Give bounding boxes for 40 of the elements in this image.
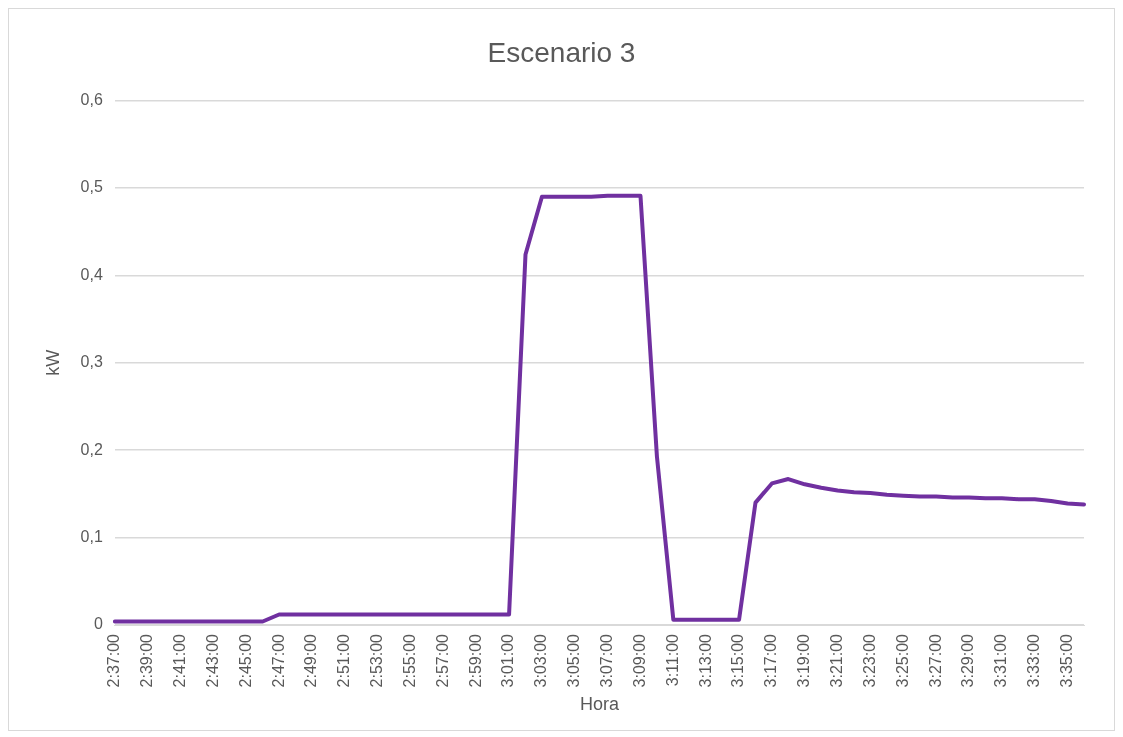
x-tick-label: 3:33:00	[1025, 633, 1043, 688]
y-tick-label: 0,3	[80, 353, 103, 371]
x-tick-label: 3:11:00	[663, 633, 681, 687]
y-tick-label: 0,2	[80, 440, 103, 458]
x-tick-label: 2:55:00	[400, 633, 418, 688]
chart-title: Escenario 3	[487, 36, 636, 68]
x-tick-label: 3:07:00	[598, 633, 616, 688]
x-tick-label: 2:39:00	[138, 633, 156, 688]
y-axis-title: kW	[42, 349, 63, 376]
y-tick-label: 0	[93, 615, 103, 633]
x-tick-label: 3:29:00	[959, 633, 977, 688]
y-tick-label: 0,5	[80, 178, 103, 196]
x-tick-label: 3:35:00	[1057, 633, 1075, 688]
x-tick-label: 2:41:00	[170, 633, 188, 688]
x-tick-label: 2:53:00	[368, 633, 386, 688]
x-tick-label: 3:13:00	[696, 633, 714, 688]
y-tick-label: 0,1	[80, 528, 103, 546]
y-tick-label: 0,4	[80, 265, 103, 283]
x-tick-label: 2:49:00	[302, 633, 320, 688]
x-tick-label: 3:09:00	[630, 633, 648, 688]
x-tick-label: 3:21:00	[828, 633, 846, 688]
x-tick-label: 3:15:00	[729, 633, 747, 688]
x-tick-label: 2:45:00	[236, 633, 254, 688]
x-tick-label: 3:27:00	[926, 633, 944, 688]
x-tick-label: 2:51:00	[335, 633, 353, 688]
x-tick-label: 3:19:00	[795, 633, 813, 688]
x-tick-label: 3:31:00	[992, 633, 1010, 688]
x-tick-label: 2:57:00	[433, 633, 451, 688]
y-tick-label: 0,6	[80, 91, 103, 109]
x-tick-label: 2:47:00	[269, 633, 287, 688]
x-tick-label: 2:37:00	[105, 633, 123, 688]
x-tick-label: 3:23:00	[860, 633, 878, 688]
x-tick-label: 3:17:00	[762, 633, 780, 688]
x-tick-label: 3:03:00	[532, 633, 550, 688]
x-tick-label: 3:05:00	[565, 633, 583, 688]
x-axis-title: Hora	[579, 694, 620, 715]
x-tick-label: 3:01:00	[499, 633, 517, 688]
x-tick-label: 2:59:00	[466, 633, 484, 688]
x-tick-label: 3:25:00	[893, 633, 911, 688]
x-tick-label: 2:43:00	[203, 633, 221, 688]
